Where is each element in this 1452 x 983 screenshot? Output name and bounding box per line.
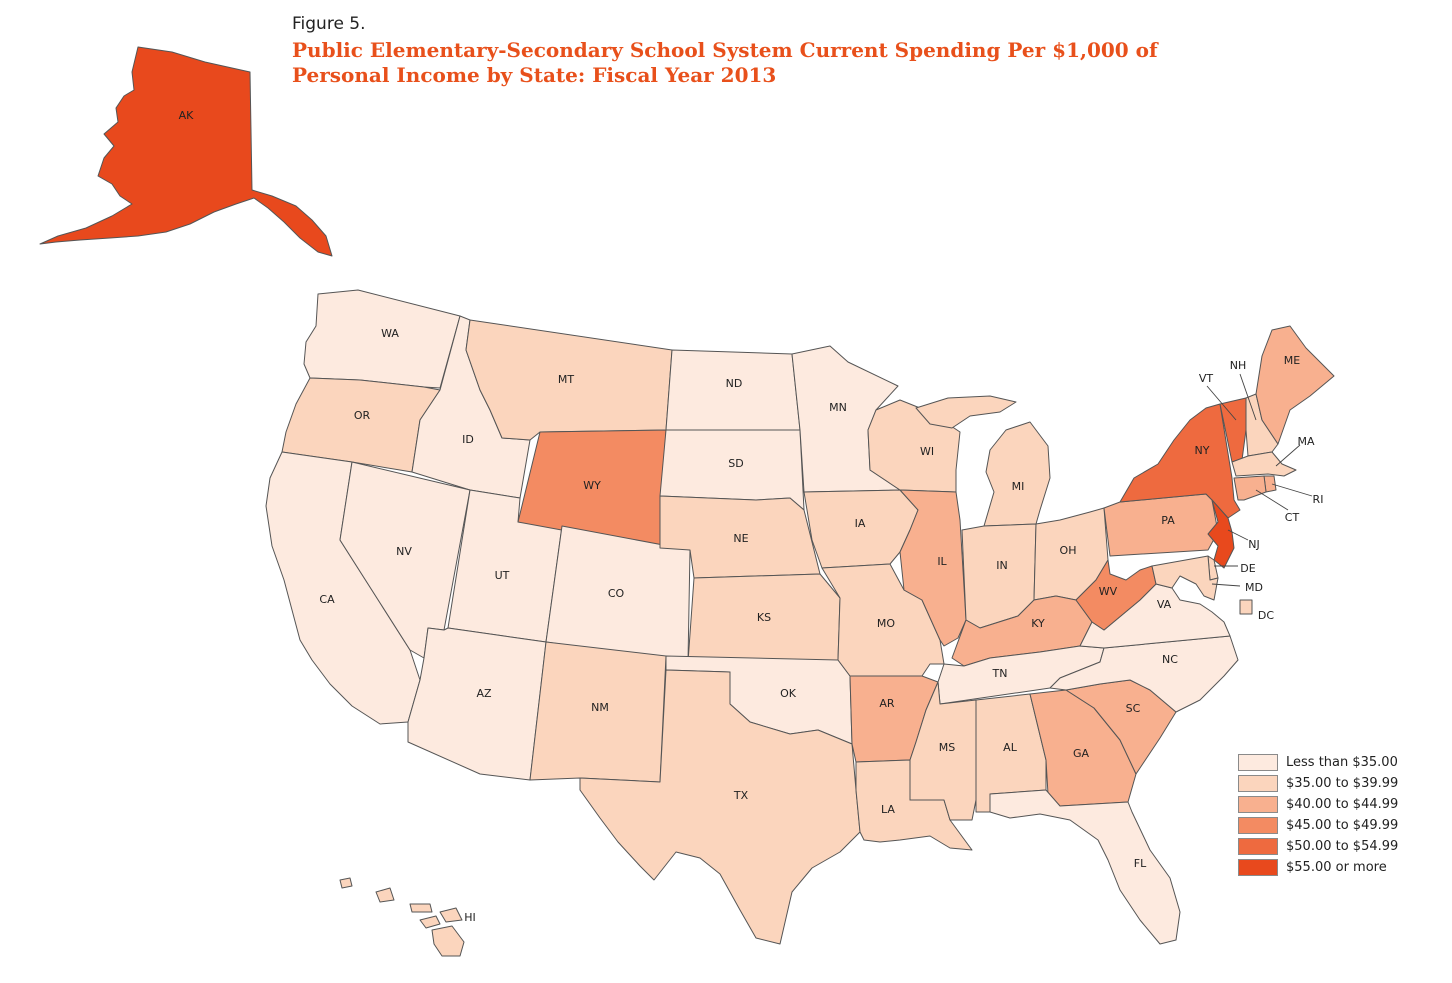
state-tx[interactable]	[579, 669, 861, 945]
ma-leader	[1275, 444, 1301, 467]
label-hi: HI	[464, 911, 476, 924]
label-az: AZ	[476, 687, 492, 700]
label-nd: ND	[726, 377, 743, 390]
ct-leader	[1255, 489, 1289, 511]
legend-item: $50.00 to $54.99	[1238, 836, 1438, 857]
legend-item: $35.00 to $39.99	[1238, 773, 1438, 794]
md-leader	[1211, 583, 1241, 587]
legend-label: Less than $35.00	[1286, 755, 1398, 770]
state-ct[interactable]	[1233, 475, 1267, 501]
label-ia: IA	[855, 517, 866, 530]
state-hi[interactable]	[339, 877, 465, 957]
legend-label: $55.00 or more	[1286, 860, 1387, 875]
label-la: LA	[881, 803, 895, 816]
label-mt: MT	[558, 373, 574, 386]
label-ar: AR	[879, 697, 895, 710]
state-ak[interactable]	[39, 46, 333, 257]
state-ma[interactable]	[1231, 451, 1297, 477]
legend-swatch	[1238, 838, 1278, 855]
figure-label: Figure 5.	[292, 14, 366, 34]
state-vt[interactable]	[1219, 397, 1247, 463]
state-nj[interactable]	[1207, 499, 1235, 569]
label-sd: SD	[728, 457, 743, 470]
label-il: IL	[937, 555, 947, 568]
label-ca: CA	[319, 593, 335, 606]
label-oh: OH	[1060, 544, 1077, 557]
label-ny: NY	[1195, 444, 1210, 457]
label-nh: NH	[1230, 359, 1247, 372]
label-ky: KY	[1031, 617, 1045, 630]
label-vt: VT	[1199, 372, 1214, 385]
state-az[interactable]	[407, 627, 547, 781]
label-ok: OK	[780, 687, 797, 700]
label-or: OR	[354, 409, 371, 422]
legend-item: $55.00 or more	[1238, 857, 1438, 878]
label-ri: RI	[1313, 493, 1324, 506]
label-fl: FL	[1134, 857, 1147, 870]
label-ga: GA	[1073, 747, 1090, 760]
label-ct: CT	[1285, 511, 1300, 524]
label-wv: WV	[1099, 585, 1118, 598]
state-nc[interactable]	[1049, 635, 1239, 713]
state-mi[interactable]	[915, 395, 1051, 527]
state-me[interactable]	[1255, 325, 1335, 445]
state-md[interactable]	[1151, 555, 1219, 601]
label-ms: MS	[939, 741, 955, 754]
vt-leader	[1206, 385, 1237, 421]
state-nd[interactable]	[665, 349, 801, 431]
label-ak: AK	[179, 109, 195, 122]
state-il[interactable]	[899, 489, 967, 647]
legend-label: $45.00 to $49.99	[1286, 818, 1399, 833]
label-wa: WA	[381, 327, 399, 340]
state-mo[interactable]	[821, 563, 945, 677]
label-mo: MO	[877, 617, 895, 630]
label-de: DE	[1240, 562, 1255, 575]
label-mn: MN	[829, 401, 847, 414]
label-pa: PA	[1161, 514, 1175, 527]
legend-swatch	[1238, 859, 1278, 876]
state-dc[interactable]	[1239, 599, 1253, 615]
label-nc: NC	[1162, 653, 1178, 666]
legend-swatch	[1238, 754, 1278, 771]
label-md: MD	[1245, 581, 1263, 594]
state-wv[interactable]	[1075, 559, 1157, 631]
label-tn: TN	[992, 667, 1008, 680]
legend-label: $35.00 to $39.99	[1286, 776, 1399, 791]
label-nj: NJ	[1248, 538, 1259, 551]
legend-item: Less than $35.00	[1238, 752, 1438, 773]
legend-label: $50.00 to $54.99	[1286, 839, 1399, 854]
label-ks: KS	[757, 611, 771, 624]
label-wi: WI	[920, 445, 934, 458]
label-in: IN	[996, 559, 1007, 572]
state-fl[interactable]	[989, 789, 1181, 945]
legend-swatch	[1238, 796, 1278, 813]
legend: Less than $35.00 $35.00 to $39.99 $40.00…	[1238, 752, 1438, 878]
state-ms[interactable]	[909, 681, 977, 821]
label-ne: NE	[733, 532, 748, 545]
label-ut: UT	[495, 569, 510, 582]
label-co: CO	[608, 587, 625, 600]
label-me: ME	[1284, 354, 1300, 367]
label-tx: TX	[733, 789, 749, 802]
label-wy: WY	[583, 479, 601, 492]
legend-swatch	[1238, 817, 1278, 834]
legend-label: $40.00 to $44.99	[1286, 797, 1399, 812]
label-mi: MI	[1012, 480, 1025, 493]
label-dc: DC	[1258, 609, 1274, 622]
nh-leader	[1239, 373, 1257, 421]
label-al: AL	[1003, 741, 1018, 754]
legend-item: $45.00 to $49.99	[1238, 815, 1438, 836]
legend-swatch	[1238, 775, 1278, 792]
label-nv: NV	[396, 545, 412, 558]
ri-leader	[1271, 483, 1313, 497]
legend-item: $40.00 to $44.99	[1238, 794, 1438, 815]
label-sc: SC	[1126, 702, 1141, 715]
nj-leader	[1227, 529, 1249, 541]
label-ma: MA	[1297, 435, 1314, 448]
label-va: VA	[1157, 598, 1172, 611]
map-title: Public Elementary-Secondary School Syste…	[292, 38, 1158, 87]
label-nm: NM	[591, 701, 609, 714]
label-id: ID	[462, 433, 474, 446]
